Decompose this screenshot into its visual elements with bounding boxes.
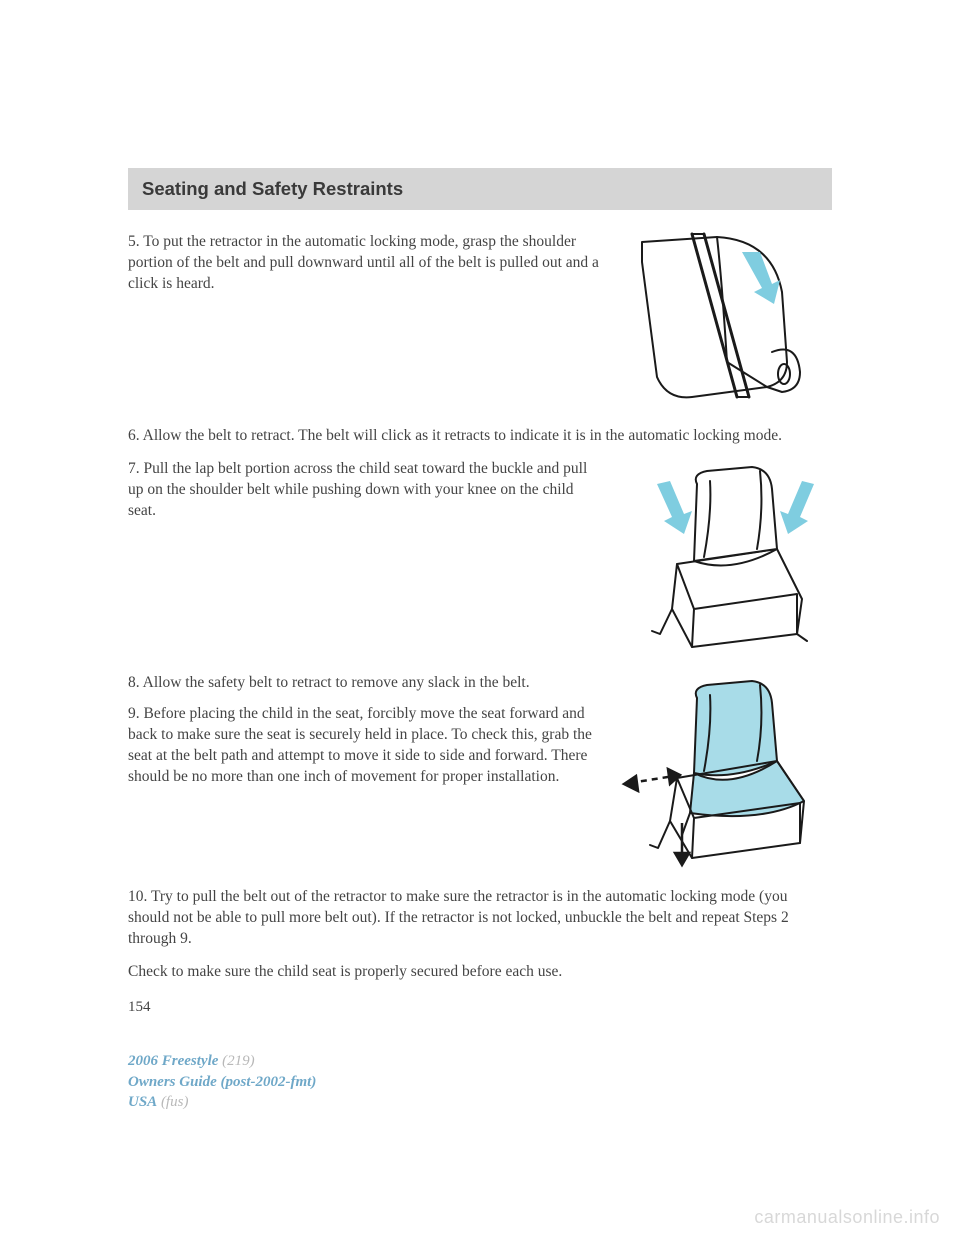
step-5-row: 5. To put the retractor in the automatic… xyxy=(128,232,832,412)
step-10-text: 10. Try to pull the belt out of the retr… xyxy=(128,887,832,950)
footer-line-1: 2006 Freestyle (219) xyxy=(128,1051,316,1071)
figure-7-child-seat-belt xyxy=(622,459,832,659)
footer: 2006 Freestyle (219) Owners Guide (post-… xyxy=(128,1051,316,1112)
check-text: Check to make sure the child seat is pro… xyxy=(128,962,832,983)
footer-usa: USA xyxy=(128,1094,157,1110)
step-9-text: 9. Before placing the child in the seat,… xyxy=(128,704,594,788)
watermark: carmanualsonline.info xyxy=(754,1207,940,1228)
section-header: Seating and Safety Restraints xyxy=(128,168,832,210)
step-8-text: 8. Allow the safety belt to retract to r… xyxy=(128,673,594,694)
step-8-9-row: 8. Allow the safety belt to retract to r… xyxy=(128,673,832,873)
page-content: Seating and Safety Restraints 5. To put … xyxy=(0,0,960,1016)
section-title: Seating and Safety Restraints xyxy=(142,178,818,200)
step-5-text: 5. To put the retractor in the automatic… xyxy=(128,232,604,295)
step-7-row: 7. Pull the lap belt portion across the … xyxy=(128,459,832,659)
figure-9-child-seat-check xyxy=(612,673,832,873)
footer-model: 2006 Freestyle xyxy=(128,1053,218,1069)
step-7-text: 7. Pull the lap belt portion across the … xyxy=(128,459,604,522)
page-number: 154 xyxy=(128,999,832,1016)
step-6-text: 6. Allow the belt to retract. The belt w… xyxy=(128,426,832,447)
figure-5-belt-pull xyxy=(622,232,832,412)
footer-guide: Owners Guide (post-2002-fmt) xyxy=(128,1072,316,1092)
footer-model-code: (219) xyxy=(222,1053,255,1069)
footer-line-3: USA (fus) xyxy=(128,1092,316,1112)
step-8-9-textcol: 8. Allow the safety belt to retract to r… xyxy=(128,673,594,788)
footer-fus: (fus) xyxy=(161,1094,189,1110)
